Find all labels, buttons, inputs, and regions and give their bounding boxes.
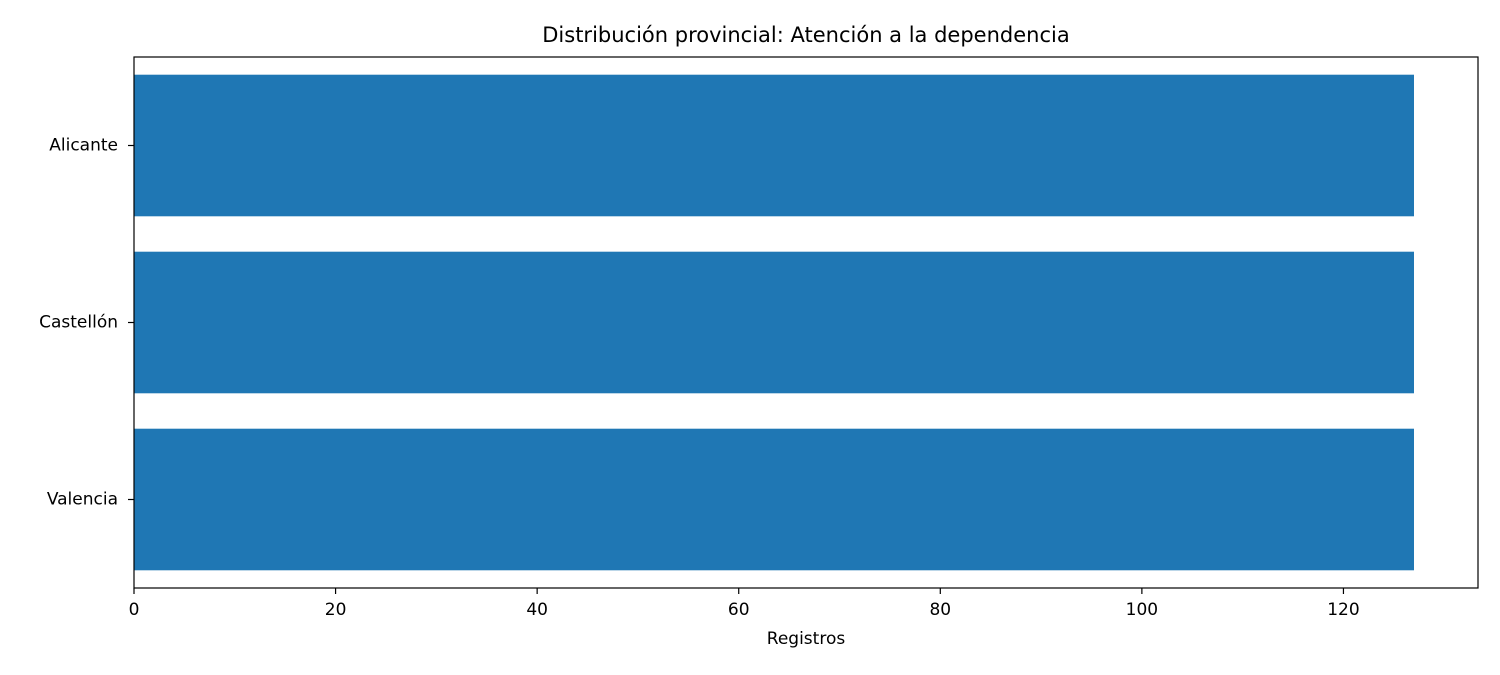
chart-title: Distribución provincial: Atención a la d… bbox=[542, 23, 1069, 47]
bar bbox=[134, 74, 1414, 217]
x-tick-label: 20 bbox=[325, 600, 347, 620]
bar bbox=[134, 251, 1414, 394]
x-tick-label: 100 bbox=[1126, 600, 1158, 620]
y-tick-label: Alicante bbox=[49, 136, 118, 156]
x-axis-label: Registros bbox=[767, 629, 846, 649]
y-tick-label: Valencia bbox=[47, 490, 118, 510]
x-tick-label: 0 bbox=[129, 600, 140, 620]
x-tick-label: 40 bbox=[526, 600, 548, 620]
plot-frame bbox=[133, 56, 1479, 589]
x-tick-label: 120 bbox=[1327, 600, 1359, 620]
y-tick-label: Castellón bbox=[39, 313, 118, 333]
x-tick-label: 60 bbox=[728, 600, 750, 620]
x-tick-label: 80 bbox=[929, 600, 951, 620]
bar bbox=[134, 428, 1414, 571]
